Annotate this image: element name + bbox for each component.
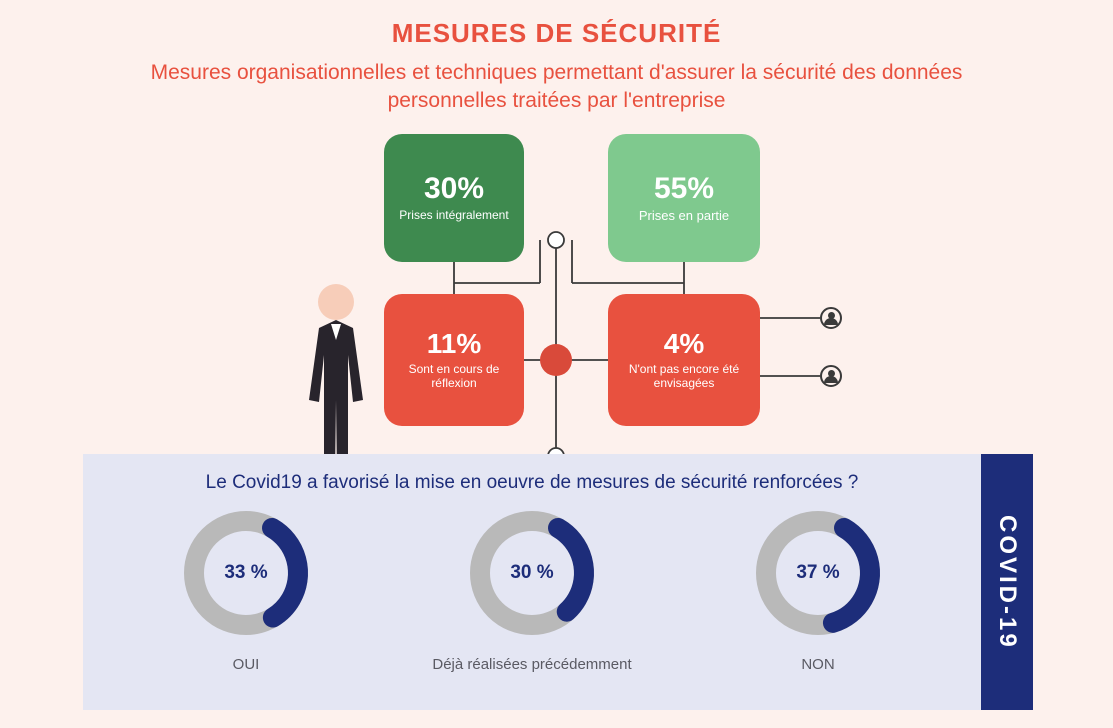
tree-node-pct: 30% — [424, 172, 484, 206]
covid-question: Le Covid19 a favorisé la mise en oeuvre … — [103, 472, 961, 494]
tree-node-pct: 55% — [654, 172, 714, 206]
donut-caption: NON — [801, 656, 834, 674]
tree-node-pct: 11% — [427, 328, 482, 360]
donut-row: 33 % OUI 30 % Déjà réalisées précédemment 37… — [103, 508, 961, 674]
person-icon — [291, 280, 381, 475]
donut-chart: 33 % — [181, 508, 311, 638]
donut-caption: Déjà réalisées précédemment — [432, 656, 631, 674]
donut-chart: 30 % — [467, 508, 597, 638]
tree-node-pct: 4% — [664, 328, 704, 360]
donut-block: 37 % NON — [693, 508, 943, 674]
donut-chart: 37 % — [753, 508, 883, 638]
user-icon — [820, 365, 842, 387]
tree-connectors — [0, 128, 1113, 468]
tree-node-label: N'ont pas encore été envisagées — [618, 363, 750, 391]
donut-pct-label: 33 % — [224, 562, 267, 584]
tree-node-n3: 11% Sont en cours de réflexion — [384, 294, 524, 426]
tree-node-n4: 4% N'ont pas encore été envisagées — [608, 294, 760, 426]
donut-pct-label: 30 % — [510, 562, 553, 584]
covid-panel: Le Covid19 a favorisé la mise en oeuvre … — [83, 454, 1033, 710]
tree-node-n1: 30% Prises intégralement — [384, 134, 524, 262]
donut-caption: OUI — [233, 656, 260, 674]
covid-side-banner: COVID-19 — [981, 454, 1033, 710]
tree-node-label: Sont en cours de réflexion — [394, 363, 514, 391]
page-title: MESURES DE SÉCURITÉ — [0, 0, 1113, 49]
page-subtitle: Mesures organisationnelles et techniques… — [97, 59, 1017, 116]
tree-node-label: Prises intégralement — [399, 209, 508, 223]
donut-pct-label: 37 % — [796, 562, 839, 584]
user-icon — [820, 307, 842, 329]
donut-block: 30 % Déjà réalisées précédemment — [407, 508, 657, 674]
covid-side-label: COVID-19 — [993, 515, 1021, 650]
covid-main: Le Covid19 a favorisé la mise en oeuvre … — [83, 454, 981, 710]
donut-block: 33 % OUI — [121, 508, 371, 674]
tree-node-n2: 55% Prises en partie — [608, 134, 760, 262]
tree-diagram: 30% Prises intégralement 55% Prises en part… — [0, 128, 1113, 468]
tree-node-label: Prises en partie — [639, 209, 729, 224]
